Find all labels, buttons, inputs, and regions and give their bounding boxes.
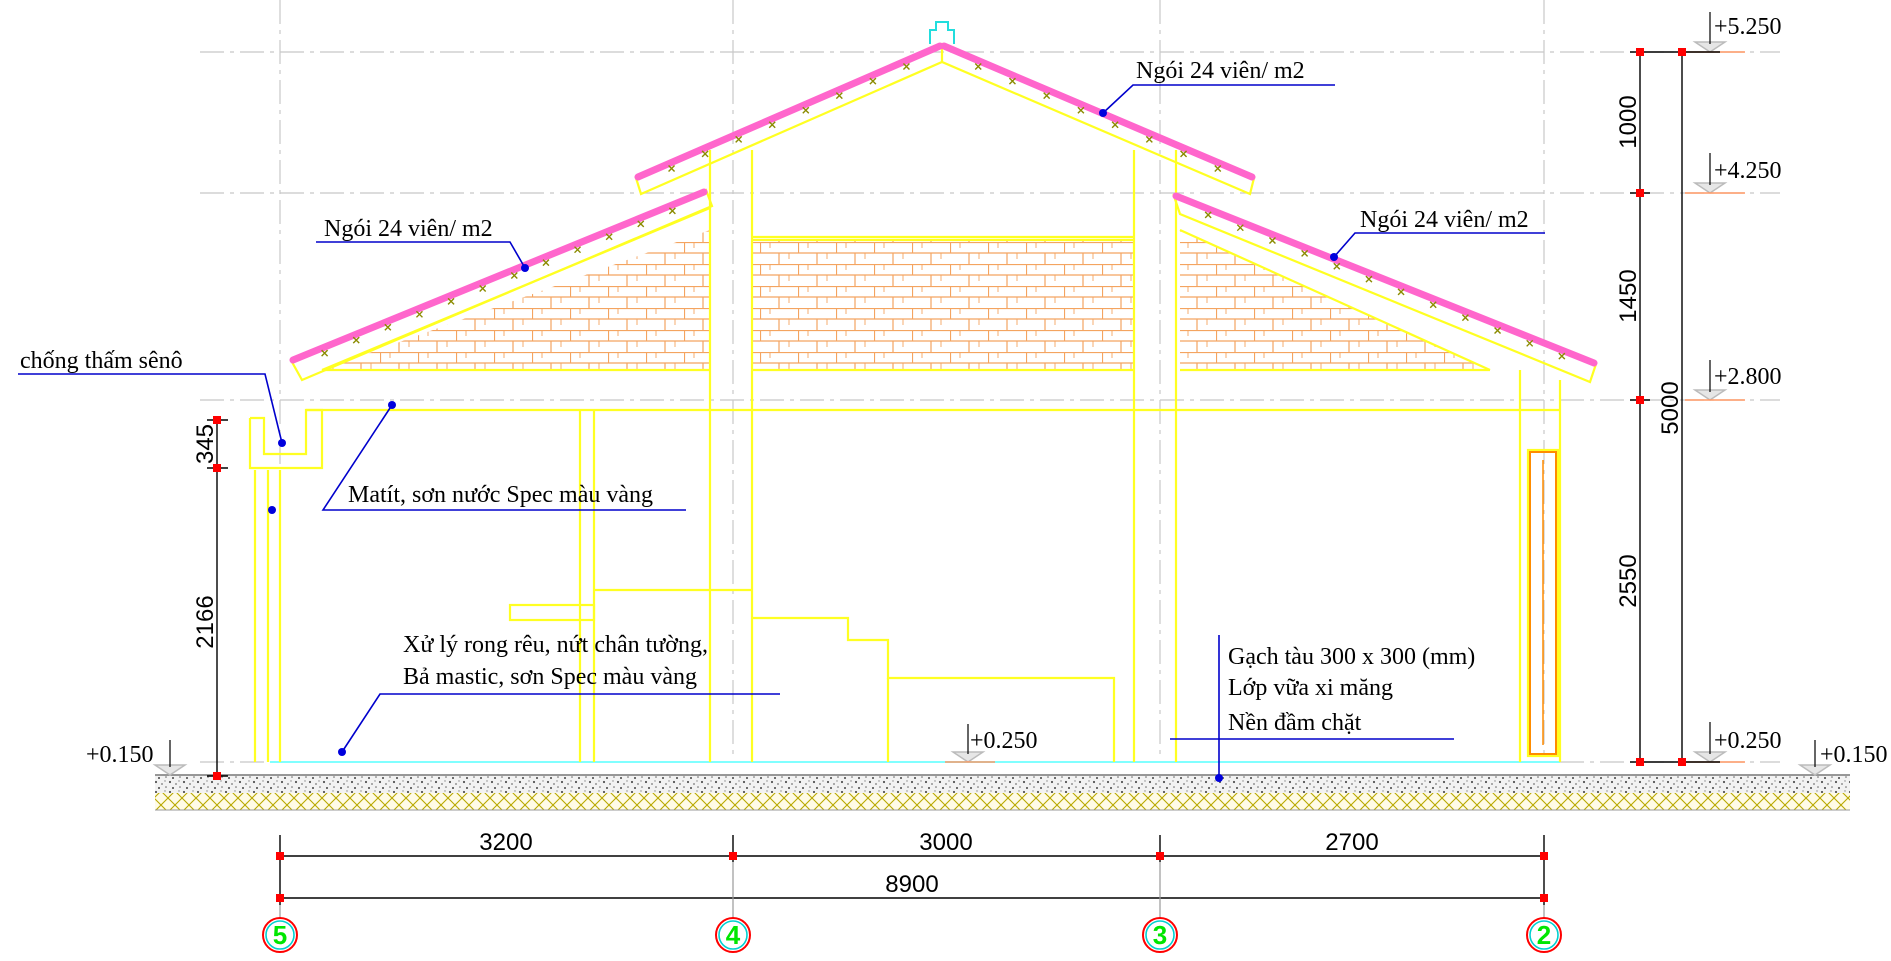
note-gutter-waterproofing: chống thấm sênô bbox=[20, 348, 183, 374]
roof-tile-marks bbox=[321, 63, 1566, 360]
dim-span-5-4: 3200 bbox=[479, 829, 532, 856]
level-ground-right: +0.150 bbox=[1820, 742, 1888, 768]
level-upper-eave: +4.250 bbox=[1714, 158, 1782, 184]
tile-mark bbox=[1145, 135, 1153, 143]
level-floor-mid: +0.250 bbox=[970, 728, 1038, 754]
tile-mark bbox=[1180, 150, 1188, 158]
building-structure bbox=[248, 21, 1598, 762]
tile-mark bbox=[1526, 339, 1534, 347]
tile-mark bbox=[902, 63, 910, 71]
horizontal-dimensions: 3200 3000 2700 8900 bbox=[276, 829, 1548, 905]
tile-mark bbox=[869, 77, 877, 85]
tile-mark bbox=[1268, 237, 1276, 245]
axis-label-5: 5 bbox=[273, 920, 287, 950]
ground bbox=[155, 761, 1850, 811]
note-floor-line3: Nền đầm chặt bbox=[1228, 710, 1362, 736]
dim-vertical-middle: 1450 bbox=[1615, 269, 1642, 322]
tile-mark bbox=[735, 135, 743, 143]
tile-mark bbox=[447, 297, 455, 305]
axis-bubble-5: 5 bbox=[262, 905, 298, 953]
dim-vertical-top: 1000 bbox=[1615, 95, 1642, 148]
level-ground-left: +0.150 bbox=[86, 742, 154, 768]
tile-mark bbox=[1008, 77, 1016, 85]
axis-bubble-2: 2 bbox=[1526, 905, 1562, 953]
tile-mark bbox=[542, 259, 550, 267]
tile-mark bbox=[1558, 352, 1566, 360]
note-putty-paint: Matít, sơn nước Spec màu vàng bbox=[348, 482, 653, 508]
axis-bubble-3: 3 bbox=[1142, 862, 1178, 953]
tile-mark bbox=[415, 310, 423, 318]
tile-mark bbox=[768, 121, 776, 129]
note-roof-tile-right: Ngói 24 viên/ m2 bbox=[1360, 207, 1529, 233]
dim-vertical-overall: 5000 bbox=[1657, 381, 1684, 434]
tile-mark bbox=[1333, 262, 1341, 270]
tile-mark bbox=[637, 220, 645, 228]
tile-mark bbox=[1301, 249, 1309, 257]
note-roof-tile-top: Ngói 24 viên/ m2 bbox=[1136, 58, 1305, 84]
dim-vertical-lower: 2550 bbox=[1615, 554, 1642, 607]
level-floor-right: +0.250 bbox=[1714, 728, 1782, 754]
tile-mark bbox=[1429, 301, 1437, 309]
tile-mark bbox=[1204, 211, 1212, 219]
axis-label-3: 3 bbox=[1153, 920, 1167, 950]
note-floor-line1: Gạch tàu 300 x 300 (mm) bbox=[1228, 644, 1475, 670]
dim-span-3-2: 2700 bbox=[1325, 829, 1378, 856]
dim-vertical-wall: 2166 bbox=[192, 595, 219, 648]
tile-mark bbox=[1077, 106, 1085, 114]
tile-mark bbox=[701, 150, 709, 158]
tile-mark bbox=[1214, 164, 1222, 172]
tile-mark bbox=[510, 272, 518, 280]
roof-tiles bbox=[289, 42, 1598, 367]
tile-mark bbox=[1043, 92, 1051, 100]
axis-bubbles: 5 4 3 2 bbox=[262, 862, 1562, 953]
dim-span-4-3: 3000 bbox=[919, 829, 972, 856]
level-markers: +5.250 +4.250 +2.800 +0.250 +0.250 +0.15… bbox=[86, 12, 1888, 776]
tile-mark bbox=[1397, 288, 1405, 296]
tile-mark bbox=[605, 233, 613, 241]
tile-mark bbox=[321, 349, 329, 357]
tile-mark bbox=[479, 284, 487, 292]
axis-label-4: 4 bbox=[726, 920, 741, 950]
tile-mark bbox=[1111, 121, 1119, 129]
tile-mark bbox=[1494, 326, 1502, 334]
note-wall-base-line1: Xử lý rong rêu, nứt chân tường, bbox=[403, 632, 708, 658]
tile-mark bbox=[802, 106, 810, 114]
tile-mark bbox=[974, 63, 982, 71]
level-ridge: +5.250 bbox=[1714, 14, 1782, 40]
tile-mark bbox=[1236, 224, 1244, 232]
leader-lines bbox=[18, 84, 1545, 782]
dim-vertical-gutter: 345 bbox=[192, 424, 219, 464]
tile-mark bbox=[668, 164, 676, 172]
level-eave: +2.800 bbox=[1714, 364, 1782, 390]
tile-mark bbox=[574, 246, 582, 254]
note-roof-tile-left: Ngói 24 viên/ m2 bbox=[324, 216, 493, 242]
tile-mark bbox=[384, 323, 392, 331]
tile-mark bbox=[835, 92, 843, 100]
dim-overall: 8900 bbox=[885, 871, 938, 898]
annotations: Ngói 24 viên/ m2 Ngói 24 viên/ m2 Ngói 2… bbox=[20, 58, 1529, 736]
tile-mark bbox=[668, 207, 676, 215]
note-floor-line2: Lớp vữa xi măng bbox=[1228, 675, 1393, 701]
tile-mark bbox=[1461, 314, 1469, 322]
axis-bubble-4: 4 bbox=[715, 862, 751, 953]
tile-mark bbox=[352, 336, 360, 344]
brick-gable-center bbox=[752, 240, 1134, 370]
axis-label-2: 2 bbox=[1537, 920, 1551, 950]
tile-mark bbox=[1365, 275, 1373, 283]
note-wall-base-line2: Bả mastic, sơn Spec màu vàng bbox=[403, 664, 697, 690]
vertical-dimensions: 1000 1450 2550 5000 345 2166 bbox=[192, 48, 1720, 780]
